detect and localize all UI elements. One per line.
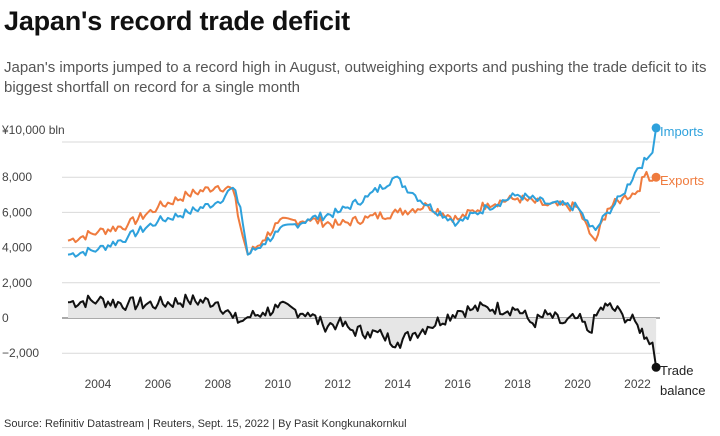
x-tick-label: 2004 — [85, 377, 112, 391]
y-tick-label: 0 — [2, 311, 9, 325]
exports-end-marker — [651, 172, 661, 182]
imports-series-line — [67, 127, 658, 258]
trade-balance-legend-label-line2: balance — [660, 383, 706, 398]
source-note: Source: Refinitiv Datastream | Reuters, … — [4, 418, 407, 430]
imports-legend-label: Imports — [660, 124, 704, 139]
y-tick-label: 4,000 — [2, 241, 32, 255]
x-tick-label: 2016 — [444, 377, 471, 391]
series-end-markers — [651, 123, 661, 372]
y-tick-labels: 8,000 6,000 4,000 2,000 0 −2,000 — [2, 170, 39, 360]
y-axis-unit-label: ¥10,000 bln — [1, 123, 65, 137]
x-tick-label: 2022 — [624, 377, 651, 391]
y-tick-label: 6,000 — [2, 205, 32, 219]
trade-balance-legend-label-line1: Trade — [660, 363, 693, 378]
y-tick-label: −2,000 — [2, 346, 39, 360]
x-tick-label: 2010 — [264, 377, 291, 391]
exports-legend-label: Exports — [660, 173, 705, 188]
x-tick-label: 2020 — [564, 377, 591, 391]
trade-balance-series-line — [67, 293, 658, 368]
trade-balance-end-marker — [651, 362, 661, 372]
chart-title: Japan's record trade deficit — [4, 6, 350, 36]
y-tick-label: 8,000 — [2, 170, 32, 184]
imports-end-marker — [651, 123, 661, 133]
x-tick-label: 2006 — [145, 377, 172, 391]
chart-subtitle: Japan's imports jumped to a record high … — [4, 59, 707, 96]
y-tick-label: 2,000 — [2, 276, 32, 290]
x-tick-label: 2008 — [205, 377, 232, 391]
x-tick-labels: 2004 2006 2008 2010 2012 2014 2016 2018 2020 2022 — [85, 377, 652, 391]
x-tick-label: 2018 — [504, 377, 531, 391]
exports-series-line — [67, 170, 657, 256]
x-tick-label: 2014 — [384, 377, 411, 391]
x-tick-label: 2012 — [324, 377, 351, 391]
